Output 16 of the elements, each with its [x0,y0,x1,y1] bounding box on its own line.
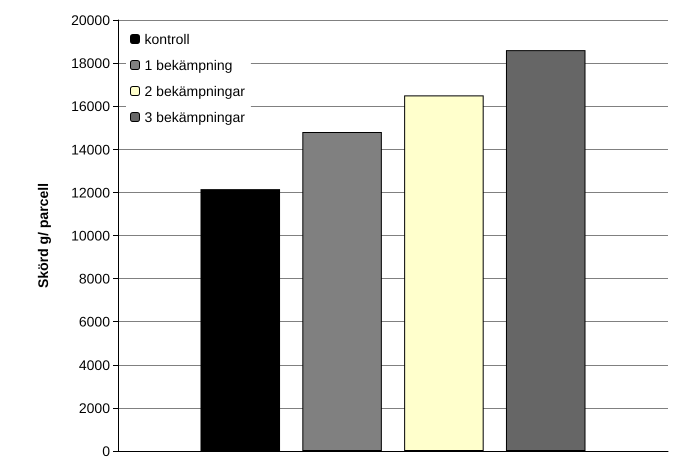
y-tick-label: 14000 [71,141,110,158]
y-tick-label: 8000 [78,270,110,287]
legend-label: 1 bekämpning [144,57,232,73]
legend-label: 3 bekämpningar [144,109,246,125]
y-tick-label: 16000 [71,98,110,114]
y-tick-label: 0 [102,443,110,459]
legend-label: kontroll [144,31,190,47]
y-tick-label: 20000 [71,12,110,28]
y-tick-label: 2000 [78,400,110,416]
y-tick-label: 4000 [78,356,110,373]
y-tick-label: 12000 [71,184,110,200]
legend-label: 2 bekämpningar [144,83,246,99]
y-tick-label: 18000 [71,55,110,72]
y-axis-title: Skörd g/ parcell [35,182,51,288]
y-tick-label: 6000 [78,314,110,330]
y-tick-label: 10000 [71,228,110,244]
